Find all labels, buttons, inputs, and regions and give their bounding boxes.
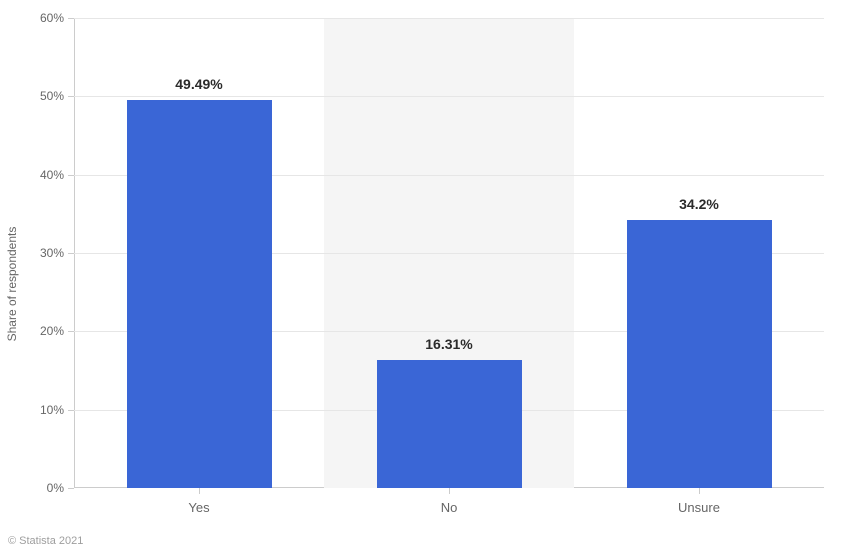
y-tick-label: 40% <box>40 168 74 182</box>
y-tick-label: 50% <box>40 89 74 103</box>
y-tick-label: 60% <box>40 11 74 25</box>
bar[interactable]: 34.2% <box>627 220 772 488</box>
plot-area: 0%10%20%30%40%50%60%49.49%Yes16.31%No34.… <box>74 18 824 488</box>
gridline <box>74 18 824 19</box>
bar-value-label: 49.49% <box>175 76 222 100</box>
bar-value-label: 34.2% <box>679 196 719 220</box>
x-tick-label: No <box>441 488 458 515</box>
x-tick-label: Yes <box>188 488 209 515</box>
bar-value-label: 16.31% <box>425 336 472 360</box>
bar[interactable]: 16.31% <box>377 360 522 488</box>
y-axis-label: Share of respondents <box>5 226 19 341</box>
y-tick-label: 30% <box>40 246 74 260</box>
y-tick-label: 20% <box>40 324 74 338</box>
x-tick-label: Unsure <box>678 488 720 515</box>
y-tick-label: 0% <box>47 481 74 495</box>
y-tick-label: 10% <box>40 403 74 417</box>
chart-container: Share of respondents 0%10%20%30%40%50%60… <box>0 0 850 553</box>
credit-text: © Statista 2021 <box>8 535 83 547</box>
bar[interactable]: 49.49% <box>127 100 272 488</box>
